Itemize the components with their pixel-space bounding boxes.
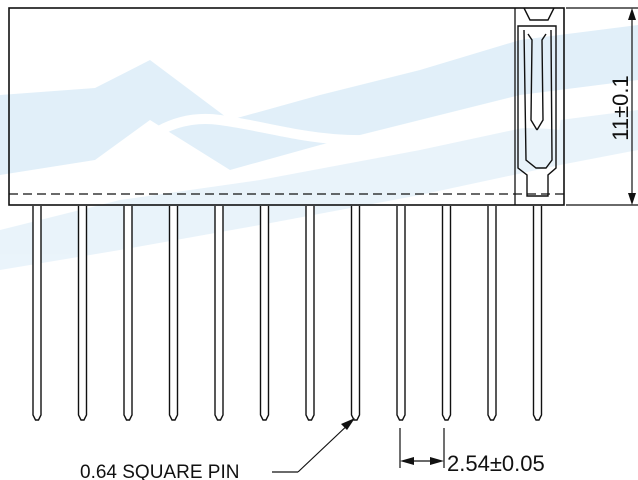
pin-8: [350, 206, 361, 421]
pin-2: [77, 206, 88, 421]
contact-spring-right: [536, 33, 547, 131]
pin-9: [396, 206, 406, 421]
pitch-arrow-left: [400, 457, 414, 465]
height-arrow-bottom: [628, 193, 636, 205]
pitch-label: 2.54±0.05: [447, 451, 545, 476]
watermark-band-lower: [0, 110, 638, 270]
pitch-dimension: [399, 428, 445, 468]
contact-spring-inner: [523, 29, 553, 169]
pin-5: [214, 206, 224, 421]
leader-diagonal: [297, 420, 353, 473]
pin-6: [259, 206, 270, 421]
watermark-band: [0, 25, 638, 175]
pin-12: [532, 206, 543, 421]
socket-contact: [517, 7, 557, 197]
watermark-logo: [0, 25, 638, 270]
pin-3: [123, 206, 133, 421]
pin-4: [168, 206, 179, 421]
pin-note-label: 0.64 SQUARE PIN: [80, 462, 239, 480]
pin-10: [441, 206, 452, 421]
contact-outline: [517, 25, 557, 197]
housing-body: [8, 7, 565, 206]
height-arrow-top: [628, 8, 636, 20]
connector-housing: [8, 7, 565, 206]
watermark-swoosh: [57, 113, 561, 215]
pin-1: [32, 206, 42, 421]
pin-note-leader: [272, 418, 355, 473]
pin-11: [487, 206, 497, 421]
height-dimension: [566, 7, 638, 206]
contact-spring-left: [527, 33, 538, 131]
height-label: 11±0.1: [608, 75, 633, 141]
contact-entry: [523, 7, 555, 21]
pin-row: [32, 206, 543, 421]
leader-arrowhead: [341, 418, 355, 430]
pin-7: [305, 206, 315, 421]
pitch-arrow-right: [430, 457, 444, 465]
